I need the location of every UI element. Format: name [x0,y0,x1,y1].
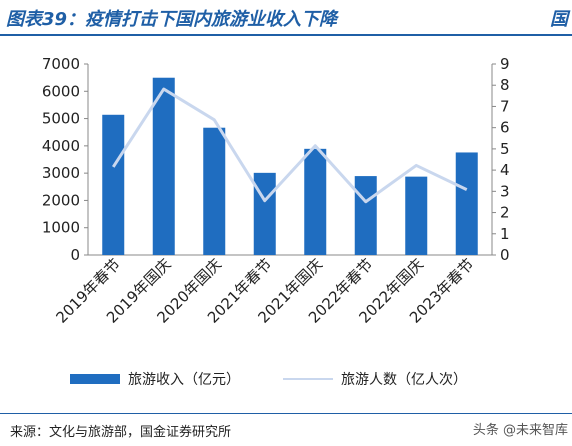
footer-divider [0,413,572,414]
watermark: 头条 @未来智库 [472,423,568,438]
y-left-tick-label: 1000 [42,219,80,237]
y-right-tick-label: 5 [500,140,510,158]
y-right-tick-label: 9 [500,55,510,73]
bar-revenue-3 [253,172,276,255]
bar-revenue-2 [203,127,226,255]
bar-revenue-5 [354,176,377,255]
source-note: 来源：文化与旅游部，国金证券研究所 [10,425,232,440]
legend-swatch-visitors [283,378,333,380]
y-right-tick-label: 1 [500,225,510,243]
bar-revenue-6 [405,176,428,255]
y-right-tick-label: 4 [500,161,510,179]
bar-revenue-0 [102,114,125,255]
y-right-tick-label: 2 [500,204,510,222]
figure-title-corner: 国 [550,9,568,30]
y-left-tick-label: 2000 [42,191,80,209]
line-visitors [111,87,468,204]
figure-title: 图表39：疫情打击下国内旅游业收入下降 [6,9,338,30]
y-left-tick-label: 7000 [42,55,80,73]
y-left-tick-label: 4000 [42,137,80,155]
y-left-tick-label: 6000 [42,82,80,100]
legend-label-visitors: 旅游人数（亿人次） [341,372,467,388]
y-left-tick-label: 3000 [42,164,80,182]
legend-swatch-revenue [70,374,120,384]
y-right-tick-label: 7 [500,97,510,115]
y-right-tick-label: 8 [500,76,510,94]
bar-revenue-4 [304,148,327,255]
y-left-tick-label: 5000 [42,110,80,128]
y-right-tick-label: 6 [500,119,510,137]
chart-legend: 旅游收入（亿元） 旅游人数（亿人次） [0,368,572,392]
y-right-tick-label: 3 [500,182,510,200]
y-left-tick-label: 0 [70,246,80,264]
legend-label-revenue: 旅游收入（亿元） [128,372,240,388]
bar-revenue-7 [455,152,478,255]
figure-title-band: 图表39：疫情打击下国内旅游业收入下降 国 [0,0,572,36]
y-right-tick-label: 0 [500,246,510,264]
bar-revenue-1 [152,77,175,255]
chart-area: 0100020003000400050006000700001234567892… [42,55,510,327]
